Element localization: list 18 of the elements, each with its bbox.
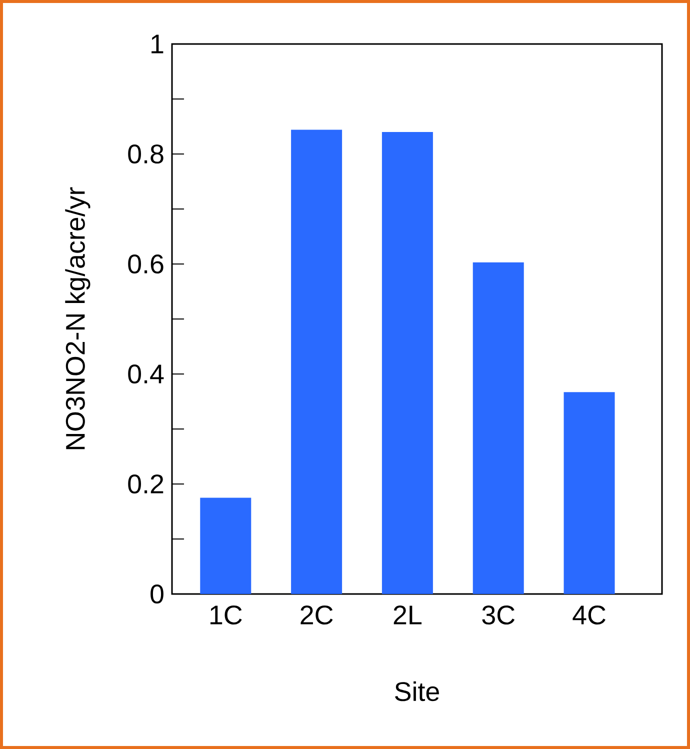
x-axis-title: Site	[395, 681, 439, 702]
bar	[291, 130, 342, 594]
y-tick-label: 0.8	[128, 144, 164, 164]
bar	[564, 392, 615, 594]
x-tick-label: 4C	[572, 606, 606, 625]
bar	[382, 132, 433, 594]
y-tick-label: 0.2	[128, 474, 164, 494]
x-tick-label: 2L	[394, 606, 422, 624]
y-axis-title: NO3NO2-N kg/acre/yr	[65, 187, 90, 450]
y-tick-label: 0.6	[128, 254, 164, 274]
x-tick-label: 3C	[482, 606, 515, 625]
x-tick-label: 1C	[210, 606, 242, 625]
y-tick-label: 1	[152, 34, 164, 54]
bar	[472, 262, 524, 594]
x-tick-label: 2C	[300, 606, 333, 625]
y-tick-label: 0	[150, 584, 164, 604]
y-tick-label: 0.4	[128, 364, 164, 384]
bar	[200, 498, 252, 594]
